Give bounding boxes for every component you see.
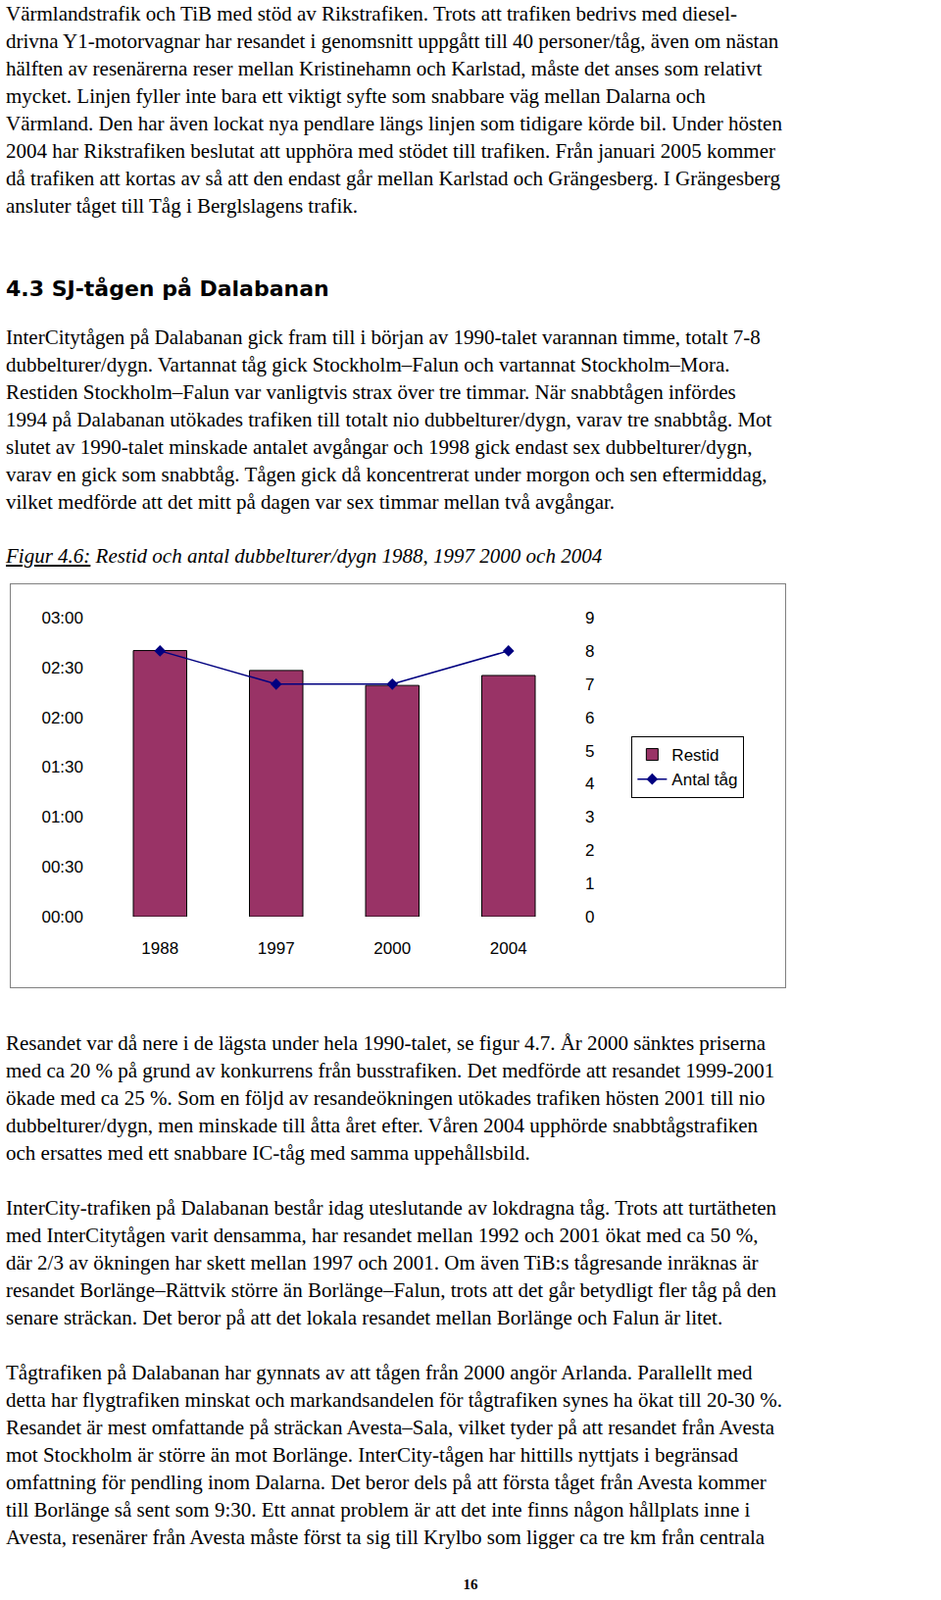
html-text:16: 16 [463,1576,478,1592]
html-text:där 2/3 av ökningen har skett: där 2/3 av ökningen har skett mellan 199… [5,1250,759,1275]
html-text:resandet Borlänge–Rättvik stör: resandet Borlänge–Rättvik större än Borl… [5,1278,777,1302]
svg-text:1: 1 [585,874,595,893]
html-text:varav en gick som snabbtåg. Tå: varav en gick som snabbtåg. Tågen gick d… [5,462,768,487]
svg-text:00:30: 00:30 [41,857,84,877]
svg-text:0: 0 [585,907,595,927]
html-text:senare sträckan. Det beror på: senare sträckan. Det beror på att det lo… [5,1305,723,1330]
svg-text:2: 2 [585,841,595,860]
svg-text:4: 4 [585,774,595,793]
svg-text:3: 3 [585,807,595,827]
svg-text:6: 6 [585,708,595,728]
svg-text:Restid: Restid [671,745,719,765]
html-text:InterCitytågen på Dalabanan gi: InterCitytågen på Dalabanan gick fram ti… [5,325,761,349]
html-text:Värmland. Den har även lockat: Värmland. Den har även lockat nya pendla… [5,111,783,136]
html-text:4.3 SJ-tågen på Dalabanan: 4.3 SJ-tågen på Dalabanan [5,276,330,301]
svg-text:5: 5 [585,742,595,761]
svg-text:Antal tåg: Antal tåg [671,770,738,790]
svg-text:9: 9 [585,608,595,628]
svg-text:01:00: 01:00 [41,807,84,827]
html-text:Figur 4.6: Restid och antal du: Figur 4.6: Restid och antal dubbelturer/… [5,544,603,568]
html-text:med ca 20 % på grund av konkur: med ca 20 % på grund av konkurrens från … [5,1058,775,1083]
svg-text:7: 7 [585,675,595,694]
html-text:slutet av 1990-talet minskade: slutet av 1990-talet minskade antalet av… [5,435,753,459]
svg-text:02:00: 02:00 [41,708,84,728]
html-text:detta har flygtrafiken minskat: detta har flygtrafiken minskat och marka… [5,1387,783,1412]
html-text:Värmlandstrafik och TiB med st: Värmlandstrafik och TiB med stöd av Riks… [5,1,738,26]
html-text:med InterCitytågen varit densa: med InterCitytågen varit densamma, har r… [5,1223,759,1247]
html-text:hälften av resenärerna reser m: hälften av resenärerna reser mellan Kris… [5,56,763,81]
svg-text:01:30: 01:30 [41,757,84,777]
html-text:då trafiken att kortas av så a: då trafiken att kortas av så att den end… [5,166,781,191]
svg-text:00:00: 00:00 [41,907,84,927]
html-text:Tågtrafiken på Dalabanan har g: Tågtrafiken på Dalabanan har gynnats av … [5,1360,753,1385]
html-text:2004 har Rikstrafiken beslutat: 2004 har Rikstrafiken beslutat att upphö… [5,139,776,163]
svg-text:03:00: 03:00 [41,608,84,628]
html-text:ökade med ca 25 %. Som en följ: ökade med ca 25 %. Som en följd av resan… [5,1086,766,1110]
html-text:Restiden Stockholm–Falun var v: Restiden Stockholm–Falun var vanligtvis … [5,380,736,404]
html-text:mycket. Linjen fyller inte bar: mycket. Linjen fyller inte bara ett vikt… [5,84,706,108]
html-text:vilket medförde att det mitt p: vilket medförde att det mitt på dagen va… [5,490,615,514]
svg-text:1988: 1988 [141,939,179,958]
html-text:till Borlänge så sent som 9:30: till Borlänge så sent som 9:30. Ett anna… [5,1497,751,1522]
html-text:Resandet är mest omfattande på: Resandet är mest omfattande på sträckan … [5,1415,775,1439]
html-text:Resandet var då nere i de lägs: Resandet var då nere i de lägsta under h… [5,1031,766,1055]
html-text:och ersattes med ett snabbare: och ersattes med ett snabbare IC-tåg med… [5,1140,531,1165]
svg-text:2004: 2004 [490,939,528,958]
html-text:1994 på Dalabanan utökades tra: 1994 på Dalabanan utökades trafiken till… [5,407,772,432]
html-text:mot Stockholm är större än mot: mot Stockholm är större än mot Borlänge.… [5,1442,739,1467]
html-text:drivna Y1-motorvagnar har resa: drivna Y1-motorvagnar har resandet i gen… [5,29,779,53]
html-text:Avesta, resenärer från Avesta: Avesta, resenärer från Avesta måste förs… [5,1525,765,1549]
html-text:omfattning för pendling inom D: omfattning för pendling inom Dalarna. De… [5,1470,767,1494]
html-text:InterCity-trafiken på Dalabana: InterCity-trafiken på Dalabanan består i… [5,1195,777,1220]
svg-text:2000: 2000 [373,939,411,958]
svg-text:02:30: 02:30 [41,658,84,678]
svg-text:1997: 1997 [257,939,296,958]
html-text:dubbelturer/dygn. Vartannat tå: dubbelturer/dygn. Vartannat tåg gick Sto… [5,352,730,377]
html-text:ansluter tåget till Tåg i Berg: ansluter tåget till Tåg i Berglslagens t… [5,194,358,218]
html-text:dubbelturer/dygn, men minskade: dubbelturer/dygn, men minskade till åtta… [5,1113,758,1138]
svg-text:8: 8 [585,642,595,661]
